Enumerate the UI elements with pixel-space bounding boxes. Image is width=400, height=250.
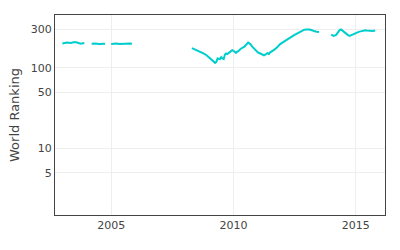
svg-text:2010: 2010 <box>219 219 247 232</box>
svg-text:10: 10 <box>38 142 52 155</box>
svg-text:50: 50 <box>38 86 52 99</box>
svg-text:2005: 2005 <box>97 219 125 232</box>
svg-text:300: 300 <box>31 23 52 36</box>
svg-text:2015: 2015 <box>342 219 370 232</box>
svg-text:100: 100 <box>31 62 52 75</box>
svg-text:World Ranking: World Ranking <box>7 68 22 162</box>
svg-text:5: 5 <box>45 167 52 180</box>
